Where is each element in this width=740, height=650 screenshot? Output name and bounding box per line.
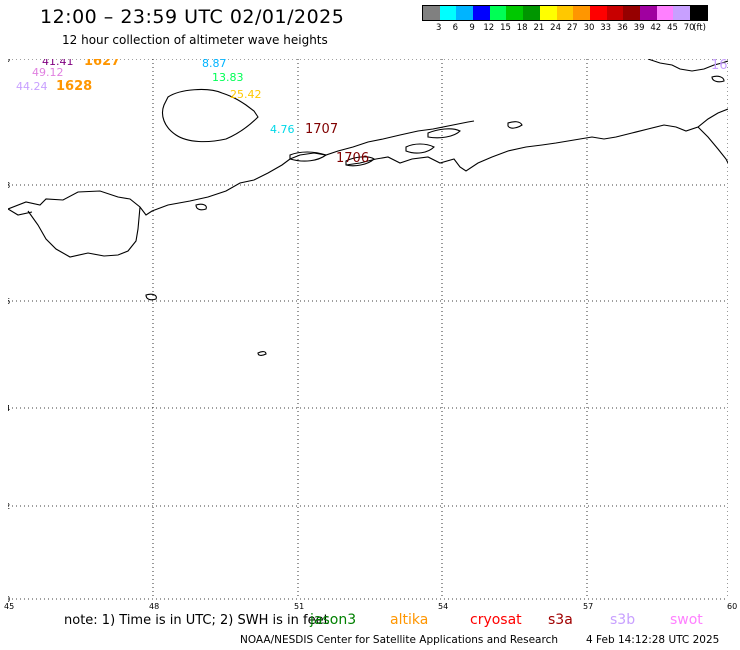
- graticule: [8, 59, 728, 600]
- longitude-label-57: 57: [583, 602, 594, 611]
- color-scale-label: 18: [516, 23, 528, 33]
- coastal-island-6: [195, 203, 207, 211]
- color-swatch: [423, 6, 440, 20]
- mainland-inlet: [27, 206, 141, 258]
- longitude-label-48: 48: [149, 602, 160, 611]
- color-scale-label: 39: [633, 23, 645, 33]
- color-scale-label: 33: [600, 23, 612, 33]
- color-scale-label: 6: [452, 23, 459, 33]
- northeast-island: [711, 75, 725, 83]
- color-swatch: [473, 6, 490, 20]
- generated-timestamp: 4 Feb 14:12:28 UTC 2025: [586, 634, 720, 646]
- satellite-s3b: s3b: [610, 612, 636, 628]
- color-swatch: [656, 6, 674, 20]
- map-title: 12:00 – 23:59 UTC 02/01/2025: [40, 6, 345, 28]
- color-scale-label: 9: [469, 23, 475, 33]
- eastern-peninsula: [697, 126, 728, 164]
- wave-height-label: 49.12: [32, 66, 64, 79]
- latitude-labels: 70 68 66 64 62 60: [8, 59, 10, 604]
- satellite-cryosat: cryosat: [470, 612, 522, 628]
- color-swatch: [690, 6, 707, 20]
- latitude-label-64: 64: [8, 404, 10, 413]
- wave-height-label: 8.87: [202, 59, 227, 70]
- color-swatch: [539, 6, 557, 20]
- time-label: 1707: [305, 122, 338, 137]
- satellite-altika: altika: [390, 612, 429, 628]
- color-scale-label: 42: [650, 23, 662, 33]
- latitude-label-66: 66: [8, 297, 10, 306]
- color-swatch: [573, 6, 590, 20]
- wave-height-map: 70 68 66 64 62 60 41.41 1627 49.12 44.24…: [8, 59, 728, 604]
- map-subtitle: 12 hour collection of altimeter wave hei…: [62, 33, 328, 47]
- satellite-jason3: jason3: [310, 612, 357, 628]
- latitude-label-68: 68: [8, 181, 10, 190]
- coastal-island-5: [507, 121, 523, 129]
- kolguev-island: [161, 88, 259, 143]
- wave-height-annotations: 41.41 1627 49.12 44.24 1628 8.87 13.83 2…: [16, 59, 728, 166]
- latitude-label-60: 60: [8, 595, 10, 604]
- mainland-coast-east: [345, 108, 728, 172]
- mainland-bay: [8, 208, 33, 216]
- color-scale-label: 27: [566, 23, 578, 33]
- latitude-label-70: 70: [8, 59, 10, 64]
- color-swatch: [639, 6, 657, 20]
- color-scale-label: 36: [616, 23, 628, 33]
- map-background: [8, 59, 728, 604]
- color-scale-label: 30: [583, 23, 595, 33]
- color-swatch: [606, 6, 624, 20]
- color-scale-label: 24: [550, 23, 562, 33]
- coastal-island-1: [289, 151, 328, 162]
- color-swatch: [506, 6, 524, 20]
- color-swatch: [556, 6, 574, 20]
- color-scale-label: 3: [435, 23, 442, 33]
- time-label: 1628: [56, 79, 92, 94]
- color-swatch: [589, 6, 607, 20]
- mainland-coastline: [8, 120, 475, 216]
- time-label: 1706: [336, 151, 369, 166]
- color-swatch: [623, 6, 640, 20]
- color-scale-labels: 3 6 9 12 15 18 21 24 27 30 33 36 39 42 45 70 (ft): [422, 21, 708, 33]
- satellite-swot: swot: [670, 612, 703, 628]
- color-scale-swatches: [422, 5, 708, 21]
- coastlines: [8, 59, 728, 356]
- wave-height-label: 13.83: [212, 71, 244, 84]
- time-label: 1628: [711, 59, 728, 73]
- color-scale-label: 21: [533, 23, 545, 33]
- longitude-label-51: 51: [294, 602, 305, 611]
- wave-height-label: 4.76: [270, 123, 295, 136]
- coastal-island-3: [405, 143, 435, 154]
- northeast-coast: [647, 59, 728, 72]
- longitude-label-45: 45: [4, 602, 15, 611]
- color-scale-label: 15: [500, 23, 511, 33]
- wave-height-label: 25.42: [230, 88, 262, 101]
- wave-height-label: 44.24: [16, 80, 48, 93]
- coastal-island-2: [345, 156, 375, 167]
- color-scale-label: (ft): [693, 23, 706, 33]
- color-swatch: [489, 6, 507, 20]
- color-swatch: [673, 6, 690, 20]
- credit-line: NOAA/NESDIS Center for Satellite Applica…: [240, 634, 558, 646]
- satellite-s3a: s3a: [548, 612, 573, 628]
- wave-height-label: 41.41: [42, 59, 74, 68]
- island-65: [257, 351, 267, 356]
- time-label: 1627: [84, 59, 120, 69]
- color-swatch: [523, 6, 540, 20]
- color-scale-label: 70: [683, 23, 695, 33]
- longitude-label-54: 54: [438, 602, 449, 611]
- longitude-label-60: 60: [727, 602, 738, 611]
- color-scale-legend: 3 6 9 12 15 18 21 24 27 30 33 36 39 42 45 70 (ft): [422, 5, 708, 33]
- units-note: note: 1) Time is in UTC; 2) SWH is in fe…: [64, 613, 329, 628]
- color-swatch: [456, 6, 474, 20]
- color-swatch: [439, 6, 457, 20]
- island-66: [145, 293, 157, 301]
- color-scale-label: 45: [667, 23, 678, 33]
- coastal-island-4: [427, 128, 461, 139]
- color-scale-label: 12: [483, 23, 495, 33]
- latitude-label-62: 62: [8, 502, 10, 511]
